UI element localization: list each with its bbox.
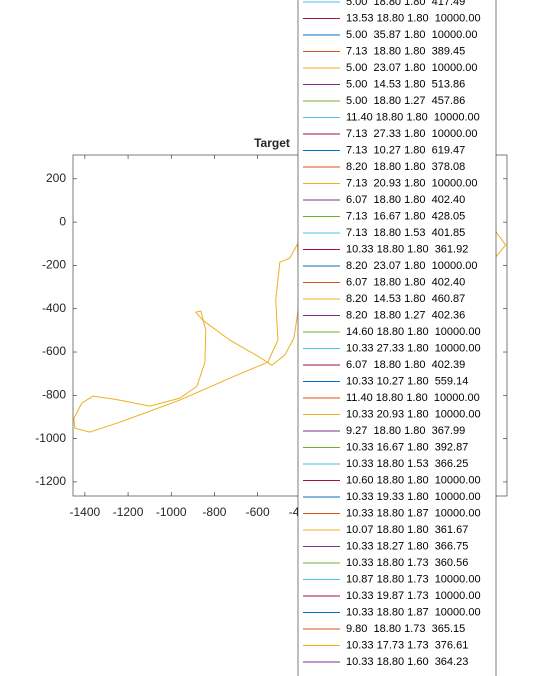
- legend-label: 10.33 16.67 1.80 392.87: [346, 441, 468, 453]
- legend-label: 5.00 18.80 1.27 457.86: [346, 95, 465, 107]
- y-tick-label: 200: [46, 171, 66, 185]
- x-tick-label: -600: [246, 505, 270, 519]
- legend-label: 10.33 18.80 1.53 366.25: [346, 458, 468, 470]
- legend-label: 10.33 18.80 1.87 10000.00: [346, 507, 481, 519]
- legend-label: 13.53 18.80 1.80 10000.00: [346, 12, 481, 24]
- legend-label: 5.00 18.80 1.80 417.49: [346, 0, 465, 8]
- legend-label: 10.33 27.33 1.80 10000.00: [346, 342, 481, 354]
- x-tick-label: -800: [202, 505, 226, 519]
- legend-label: 10.33 10.27 1.80 559.14: [346, 375, 468, 387]
- legend-label: 7.13 18.80 1.53 401.85: [346, 227, 465, 239]
- legend-label: 6.07 18.80 1.80 402.39: [346, 359, 465, 371]
- y-tick-label: -1200: [35, 474, 66, 488]
- y-tick-label: -200: [42, 258, 66, 272]
- legend-label: 6.07 18.80 1.80 402.40: [346, 194, 465, 206]
- legend-label: 10.87 18.80 1.73 10000.00: [346, 573, 481, 585]
- y-tick-label: -400: [42, 301, 66, 315]
- legend-label: 10.33 18.80 1.60 364.23: [346, 656, 468, 668]
- legend-label: 7.13 27.33 1.80 10000.00: [346, 128, 478, 140]
- legend-label: 10.33 19.33 1.80 10000.00: [346, 491, 481, 503]
- legend-label: 7.13 18.80 1.80 389.45: [346, 45, 465, 57]
- y-tick-label: -600: [42, 344, 66, 358]
- legend-label: 10.33 18.80 1.80 361.92: [346, 243, 468, 255]
- y-tick-label: 0: [59, 214, 66, 228]
- legend-label: 10.07 18.80 1.80 361.67: [346, 524, 468, 536]
- x-tick-label: -1200: [113, 505, 144, 519]
- legend-label: 10.60 18.80 1.80 10000.00: [346, 474, 481, 486]
- legend-label: 5.00 14.53 1.80 513.86: [346, 78, 465, 90]
- legend-label: 8.20 18.80 1.80 378.08: [346, 161, 465, 173]
- legend-label: 9.80 18.80 1.73 365.15: [346, 623, 465, 635]
- legend-label: 8.20 18.80 1.27 402.36: [346, 309, 465, 321]
- legend-label: 11.40 18.80 1.80 10000.00: [346, 392, 480, 404]
- legend-label: 10.33 20.93 1.80 10000.00: [346, 408, 481, 420]
- legend-label: 6.07 18.80 1.80 402.40: [346, 276, 465, 288]
- x-tick-label: -1400: [70, 505, 101, 519]
- x-tick-label: -1000: [156, 505, 187, 519]
- legend-label: 7.13 10.27 1.80 619.47: [346, 144, 465, 156]
- legend-label: 10.33 18.80 1.73 360.56: [346, 557, 468, 569]
- legend-label: 10.33 18.27 1.80 366.75: [346, 540, 468, 552]
- legend-label: 10.33 18.80 1.87 10000.00: [346, 606, 481, 618]
- legend-label: 7.13 20.93 1.80 10000.00: [346, 177, 478, 189]
- legend-label: 11.40 18.80 1.80 10000.00: [346, 111, 480, 123]
- legend-label: 14.60 18.80 1.80 10000.00: [346, 326, 481, 338]
- chart-title: Target: [254, 136, 290, 150]
- legend-label: 7.13 16.67 1.80 428.05: [346, 210, 465, 222]
- legend-label: 10.33 17.73 1.73 376.61: [346, 639, 468, 651]
- legend-label: 5.00 35.87 1.80 10000.00: [346, 29, 478, 41]
- legend-label: 9.27 18.80 1.80 367.99: [346, 425, 465, 437]
- y-tick-label: -800: [42, 387, 66, 401]
- legend-label: 8.20 14.53 1.80 460.87: [346, 293, 465, 305]
- legend-label: 8.20 23.07 1.80 10000.00: [346, 260, 478, 272]
- legend-label: 5.00 23.07 1.80 10000.00: [346, 62, 478, 74]
- legend-label: 10.33 19.87 1.73 10000.00: [346, 590, 481, 602]
- y-tick-label: -1000: [35, 431, 66, 445]
